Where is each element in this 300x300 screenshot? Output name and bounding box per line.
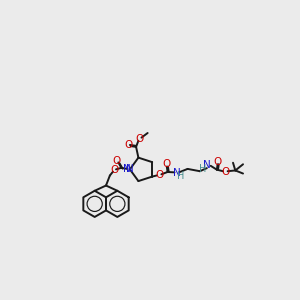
Text: O: O bbox=[221, 167, 230, 177]
Text: O: O bbox=[163, 159, 171, 169]
Text: O: O bbox=[136, 134, 144, 144]
Text: O: O bbox=[155, 170, 163, 180]
Text: O: O bbox=[110, 165, 118, 175]
Text: N: N bbox=[203, 160, 211, 170]
Text: O: O bbox=[214, 157, 222, 167]
Text: H: H bbox=[177, 171, 184, 181]
Text: N: N bbox=[123, 164, 131, 174]
Text: H: H bbox=[199, 164, 207, 174]
Text: N: N bbox=[126, 164, 134, 174]
Text: N: N bbox=[173, 168, 181, 178]
Text: O: O bbox=[124, 140, 133, 150]
Text: O: O bbox=[113, 156, 121, 166]
